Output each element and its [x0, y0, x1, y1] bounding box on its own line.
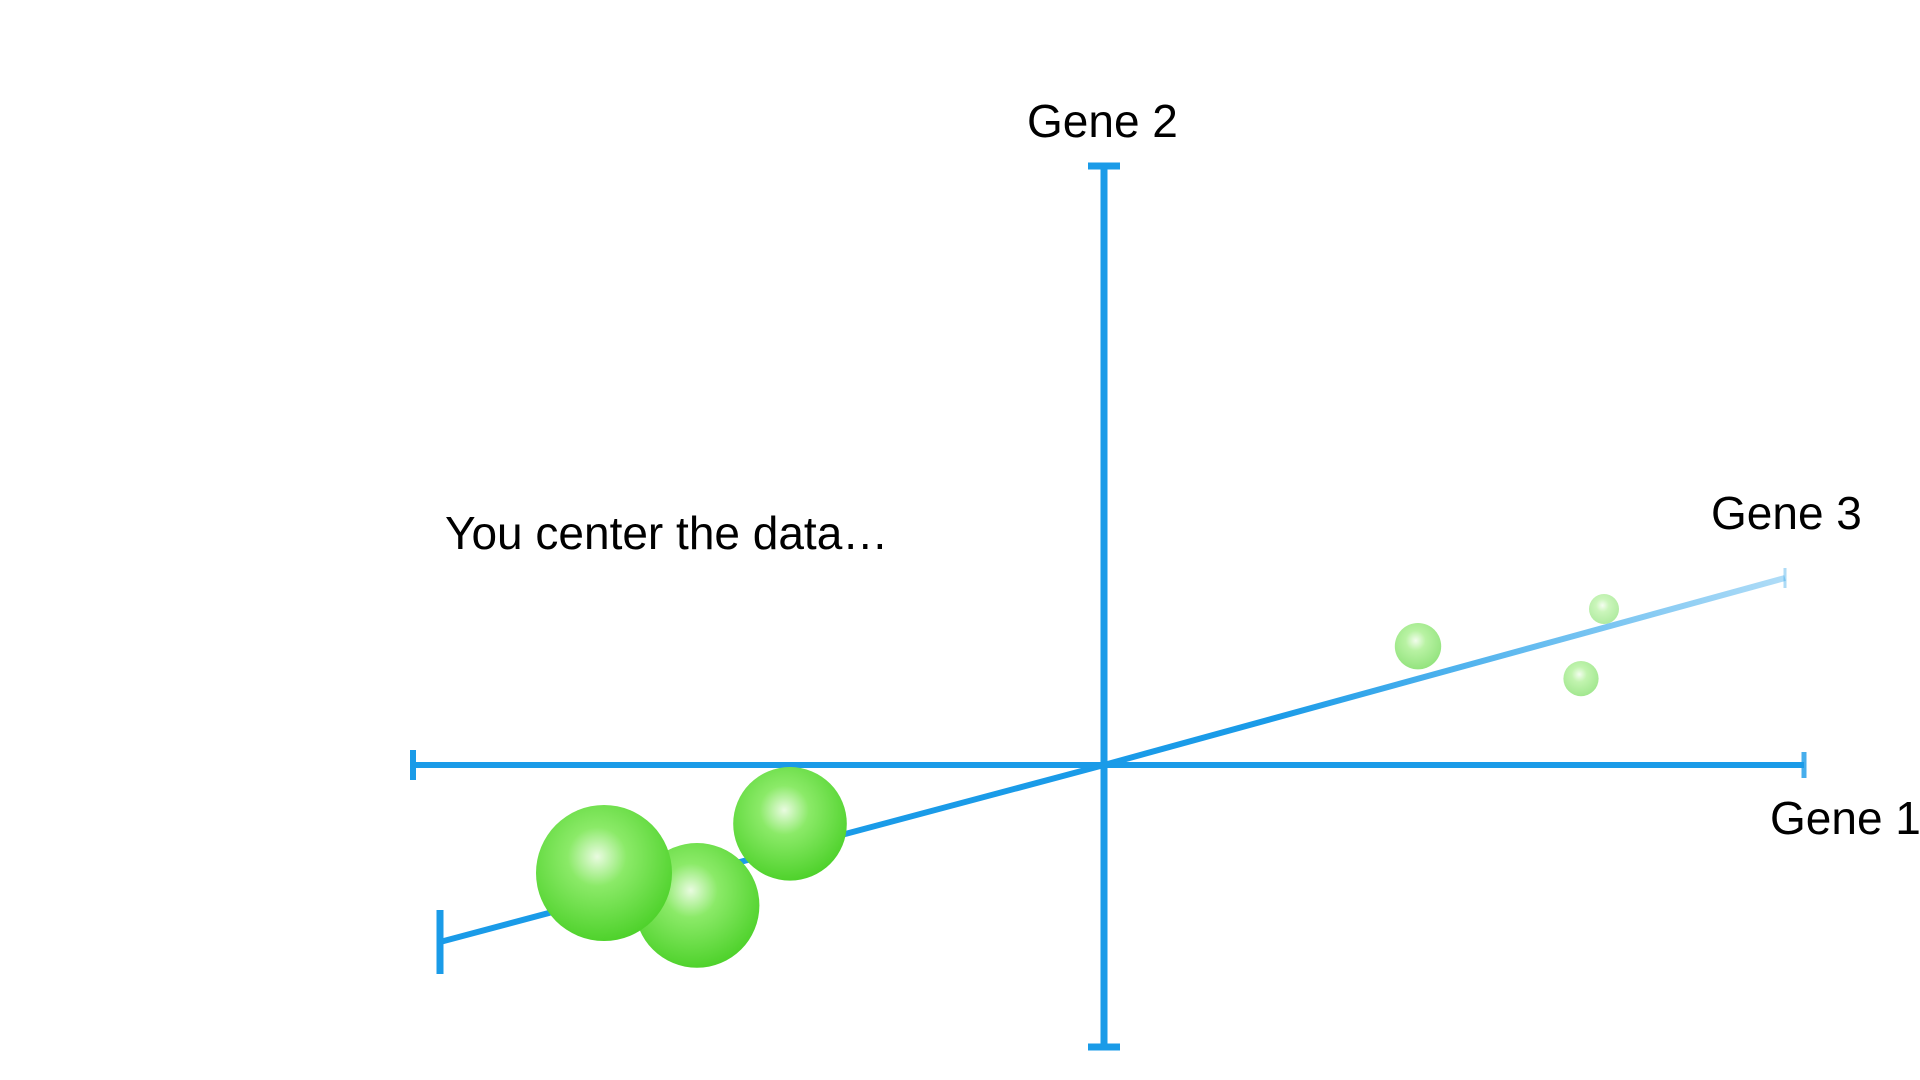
gene1-axis-label: Gene 1	[1770, 792, 1920, 844]
data-point	[1563, 661, 1599, 697]
data-point	[1394, 623, 1442, 670]
gene2-axis-label: Gene 2	[1027, 95, 1178, 147]
gene3-axis-label: Gene 3	[1711, 487, 1862, 539]
data-points	[536, 594, 1619, 968]
data-point	[733, 767, 847, 881]
caption-text: You center the data…	[445, 507, 889, 559]
data-point	[1589, 594, 1619, 624]
gene2-axis	[1088, 162, 1120, 1051]
data-point	[536, 805, 672, 941]
